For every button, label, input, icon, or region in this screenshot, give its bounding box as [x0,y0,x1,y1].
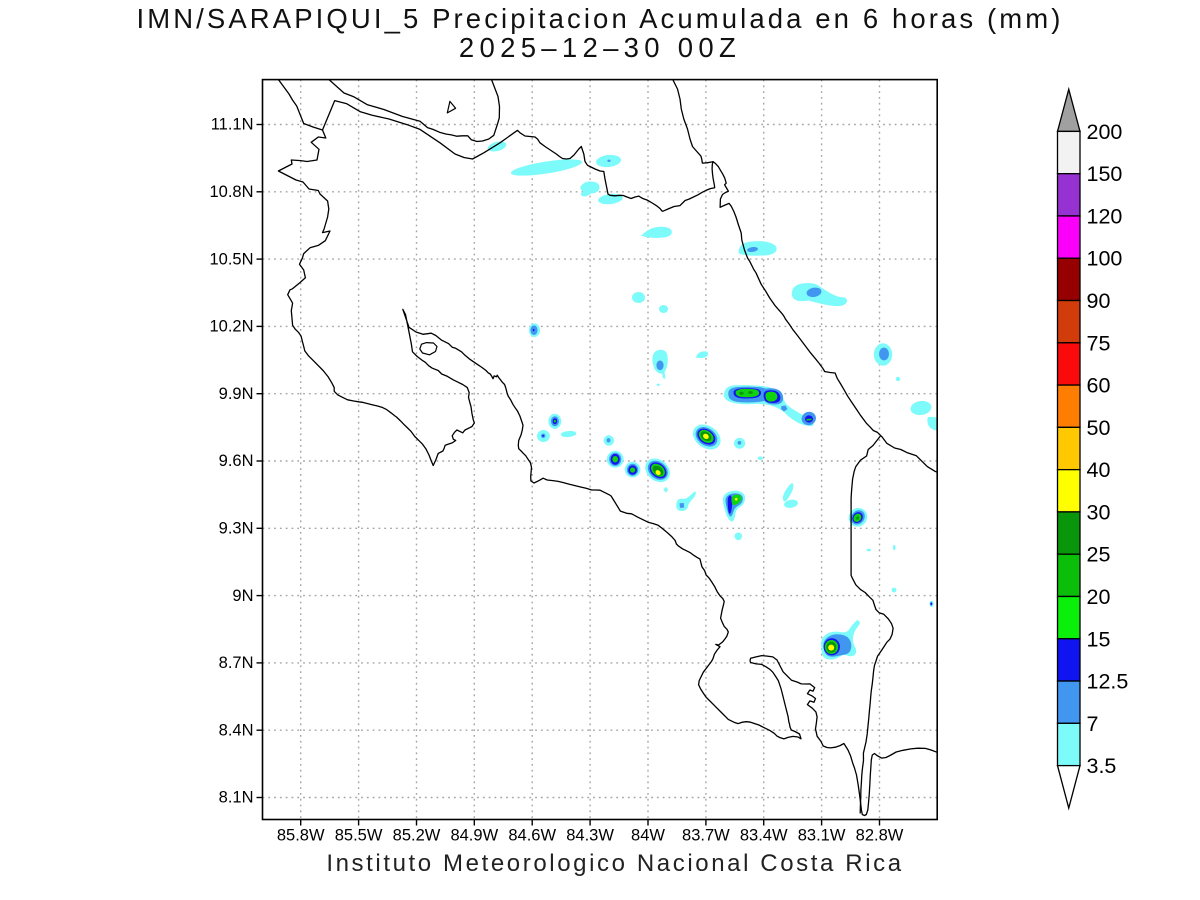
svg-text:8.1N: 8.1N [219,789,254,807]
svg-text:10.5N: 10.5N [209,250,253,268]
svg-text:9N: 9N [232,587,253,605]
svg-text:84.6W: 84.6W [508,827,556,845]
svg-text:Instituto Meteorologico Nacion: Instituto Meteorologico Nacional Costa R… [326,850,903,877]
svg-text:85.2W: 85.2W [393,827,441,845]
svg-text:85.5W: 85.5W [335,827,383,845]
svg-text:2025–12–30 00Z: 2025–12–30 00Z [459,32,741,63]
svg-text:40: 40 [1087,458,1111,482]
svg-text:60: 60 [1087,374,1111,398]
svg-text:9.6N: 9.6N [219,452,254,470]
svg-text:25: 25 [1087,543,1111,567]
svg-text:84W: 84W [631,827,665,845]
svg-text:90: 90 [1087,289,1111,313]
svg-text:200: 200 [1087,120,1123,144]
svg-text:8.4N: 8.4N [219,721,254,739]
svg-text:83.4W: 83.4W [740,827,788,845]
svg-text:100: 100 [1087,247,1123,271]
svg-text:150: 150 [1087,162,1123,186]
svg-text:11.1N: 11.1N [211,116,254,134]
svg-text:20: 20 [1087,585,1111,609]
svg-text:84.3W: 84.3W [566,827,614,845]
svg-text:30: 30 [1087,500,1111,524]
svg-text:75: 75 [1087,331,1111,355]
svg-text:12.5: 12.5 [1087,670,1129,694]
svg-text:83.7W: 83.7W [682,827,730,845]
svg-text:83.1W: 83.1W [798,827,846,845]
svg-text:7: 7 [1087,712,1099,736]
svg-text:9.3N: 9.3N [219,520,254,538]
svg-text:84.9W: 84.9W [450,827,498,845]
svg-text:15: 15 [1087,627,1111,651]
svg-text:82.8W: 82.8W [856,827,904,845]
svg-text:50: 50 [1087,416,1111,440]
svg-text:IMN/SARAPIQUI_5 Precipitacion: IMN/SARAPIQUI_5 Precipitacion Acumulada … [136,3,1063,34]
svg-text:10.8N: 10.8N [209,183,253,201]
svg-text:8.7N: 8.7N [219,654,254,672]
svg-text:3.5: 3.5 [1087,754,1117,778]
svg-text:10.2N: 10.2N [209,318,253,336]
svg-text:85.8W: 85.8W [277,827,325,845]
svg-text:9.9N: 9.9N [219,385,254,403]
svg-text:120: 120 [1087,204,1123,228]
